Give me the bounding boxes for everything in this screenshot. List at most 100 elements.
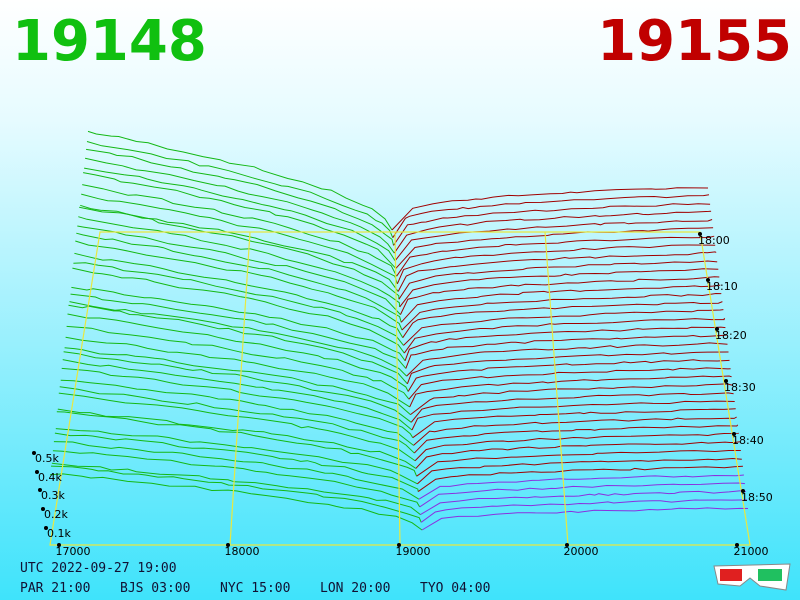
ask-price: 19155: [597, 9, 792, 74]
zone-time: BJS 03:00: [120, 581, 190, 596]
depth-label: 0.5k: [35, 452, 59, 465]
tick-dot: [32, 451, 36, 455]
depth-label: 0.1k: [47, 527, 71, 540]
tick-dot: [397, 543, 401, 547]
tick-dot: [732, 432, 736, 436]
price-label: 17000: [56, 545, 91, 558]
tick-dot: [57, 543, 61, 547]
ask-depth-line: [400, 284, 721, 323]
ask-depth-line: [402, 301, 723, 338]
zone-time: LON 20:00: [320, 581, 390, 596]
tick-dot: [741, 489, 745, 493]
ask-depth-line: [406, 351, 729, 385]
tick-dot: [724, 379, 728, 383]
ask-depth-line: [413, 416, 737, 446]
bid-depth-line: [60, 379, 414, 446]
bid-depth-line: [83, 172, 397, 269]
bid-depth-line: [73, 262, 404, 346]
bid-depth-line: [52, 450, 421, 508]
bid-depth-line: [75, 240, 403, 331]
ask-depth-line: [396, 235, 715, 277]
bid-depth-line: [68, 304, 408, 385]
bid-depth-line: [57, 408, 417, 469]
ask-depth-line: [415, 441, 740, 469]
ask-depth-line: [403, 317, 725, 354]
axis-labels: 17000 18000 19000 20000 21000 0.1k 0.2k 0.3k 0.4…: [32, 232, 773, 558]
bid-depth-line: [86, 141, 394, 238]
tick-dot: [35, 470, 39, 474]
bid-depth-line: [59, 386, 415, 454]
bid-depth-line: [51, 462, 421, 516]
tick-dot: [735, 543, 739, 547]
depth-layers: [49, 130, 749, 531]
ask-depth-line: [391, 187, 709, 231]
bid-price: 19148: [12, 9, 207, 74]
ask-depth-line: [392, 194, 710, 238]
bid-depth-line: [70, 293, 407, 369]
bid-depth-line: [54, 432, 419, 492]
ask-depth-line: [420, 490, 746, 516]
time-zones: PAR 21:00 BJS 03:00 NYC 15:00 LON 20:00 TYO …: [20, 581, 490, 596]
tick-dot: [226, 543, 230, 547]
depth-label: 0.3k: [41, 489, 65, 502]
bid-depth-line: [65, 336, 410, 408]
ask-depth-line: [401, 292, 722, 331]
time-label: 18:40: [732, 434, 764, 447]
tick-dot: [41, 507, 45, 511]
lens-green: [758, 569, 782, 581]
ask-depth-line: [397, 251, 717, 292]
price-label: 18000: [225, 545, 260, 558]
bid-depth-line: [69, 301, 407, 377]
price-label: 19000: [396, 545, 431, 558]
ask-depth-line: [414, 432, 739, 462]
tick-dot: [698, 232, 702, 236]
bid-depth-line: [66, 325, 410, 400]
bid-depth-line: [81, 193, 398, 285]
time-label: 18:20: [715, 329, 747, 342]
bid-depth-line: [84, 157, 395, 254]
tick-dot: [715, 327, 719, 331]
bid-depth-line: [84, 167, 396, 262]
floor-grid: [49, 231, 751, 546]
bid-depth-line: [49, 473, 423, 531]
bid-depth-line: [82, 184, 398, 277]
ask-depth-line: [420, 499, 748, 523]
bid-depth-line: [63, 351, 412, 423]
lens-red: [720, 569, 742, 581]
bid-depth-line: [72, 267, 405, 354]
ask-depth-line: [403, 309, 724, 346]
bid-depth-line: [58, 392, 416, 462]
ask-depth-line: [404, 326, 726, 361]
ask-depth-line: [399, 268, 719, 308]
zone-time: PAR 21:00: [20, 581, 90, 596]
utc-time: UTC 2022-09-27 19:00: [20, 561, 177, 576]
ask-depth-line: [398, 260, 718, 300]
bid-depth-line: [86, 148, 395, 246]
ask-depth-line: [412, 408, 736, 439]
tick-dot: [565, 543, 569, 547]
ask-depth-line: [393, 203, 711, 246]
ask-depth-line: [410, 383, 733, 416]
bid-depth-line: [55, 428, 418, 485]
ask-depth-line: [395, 227, 714, 269]
ask-depth-line: [416, 450, 741, 477]
bid-depth-line: [77, 225, 401, 315]
bid-depth-line: [71, 286, 406, 362]
ask-depth-line: [396, 244, 716, 285]
time-label: 18:50: [741, 491, 773, 504]
bid-depth-line: [50, 465, 422, 523]
ask-depth-line: [409, 375, 732, 408]
bid-depth-line: [56, 411, 418, 477]
tick-dot: [706, 278, 710, 282]
depth-label: 0.2k: [44, 508, 68, 521]
ask-depth-line: [393, 210, 712, 254]
bid-depth-line: [76, 232, 402, 323]
price-label: 21000: [734, 545, 769, 558]
ask-depth-line: [421, 507, 749, 531]
tick-dot: [38, 488, 42, 492]
ask-depth-line: [408, 367, 731, 400]
ask-depth-line: [405, 334, 727, 369]
